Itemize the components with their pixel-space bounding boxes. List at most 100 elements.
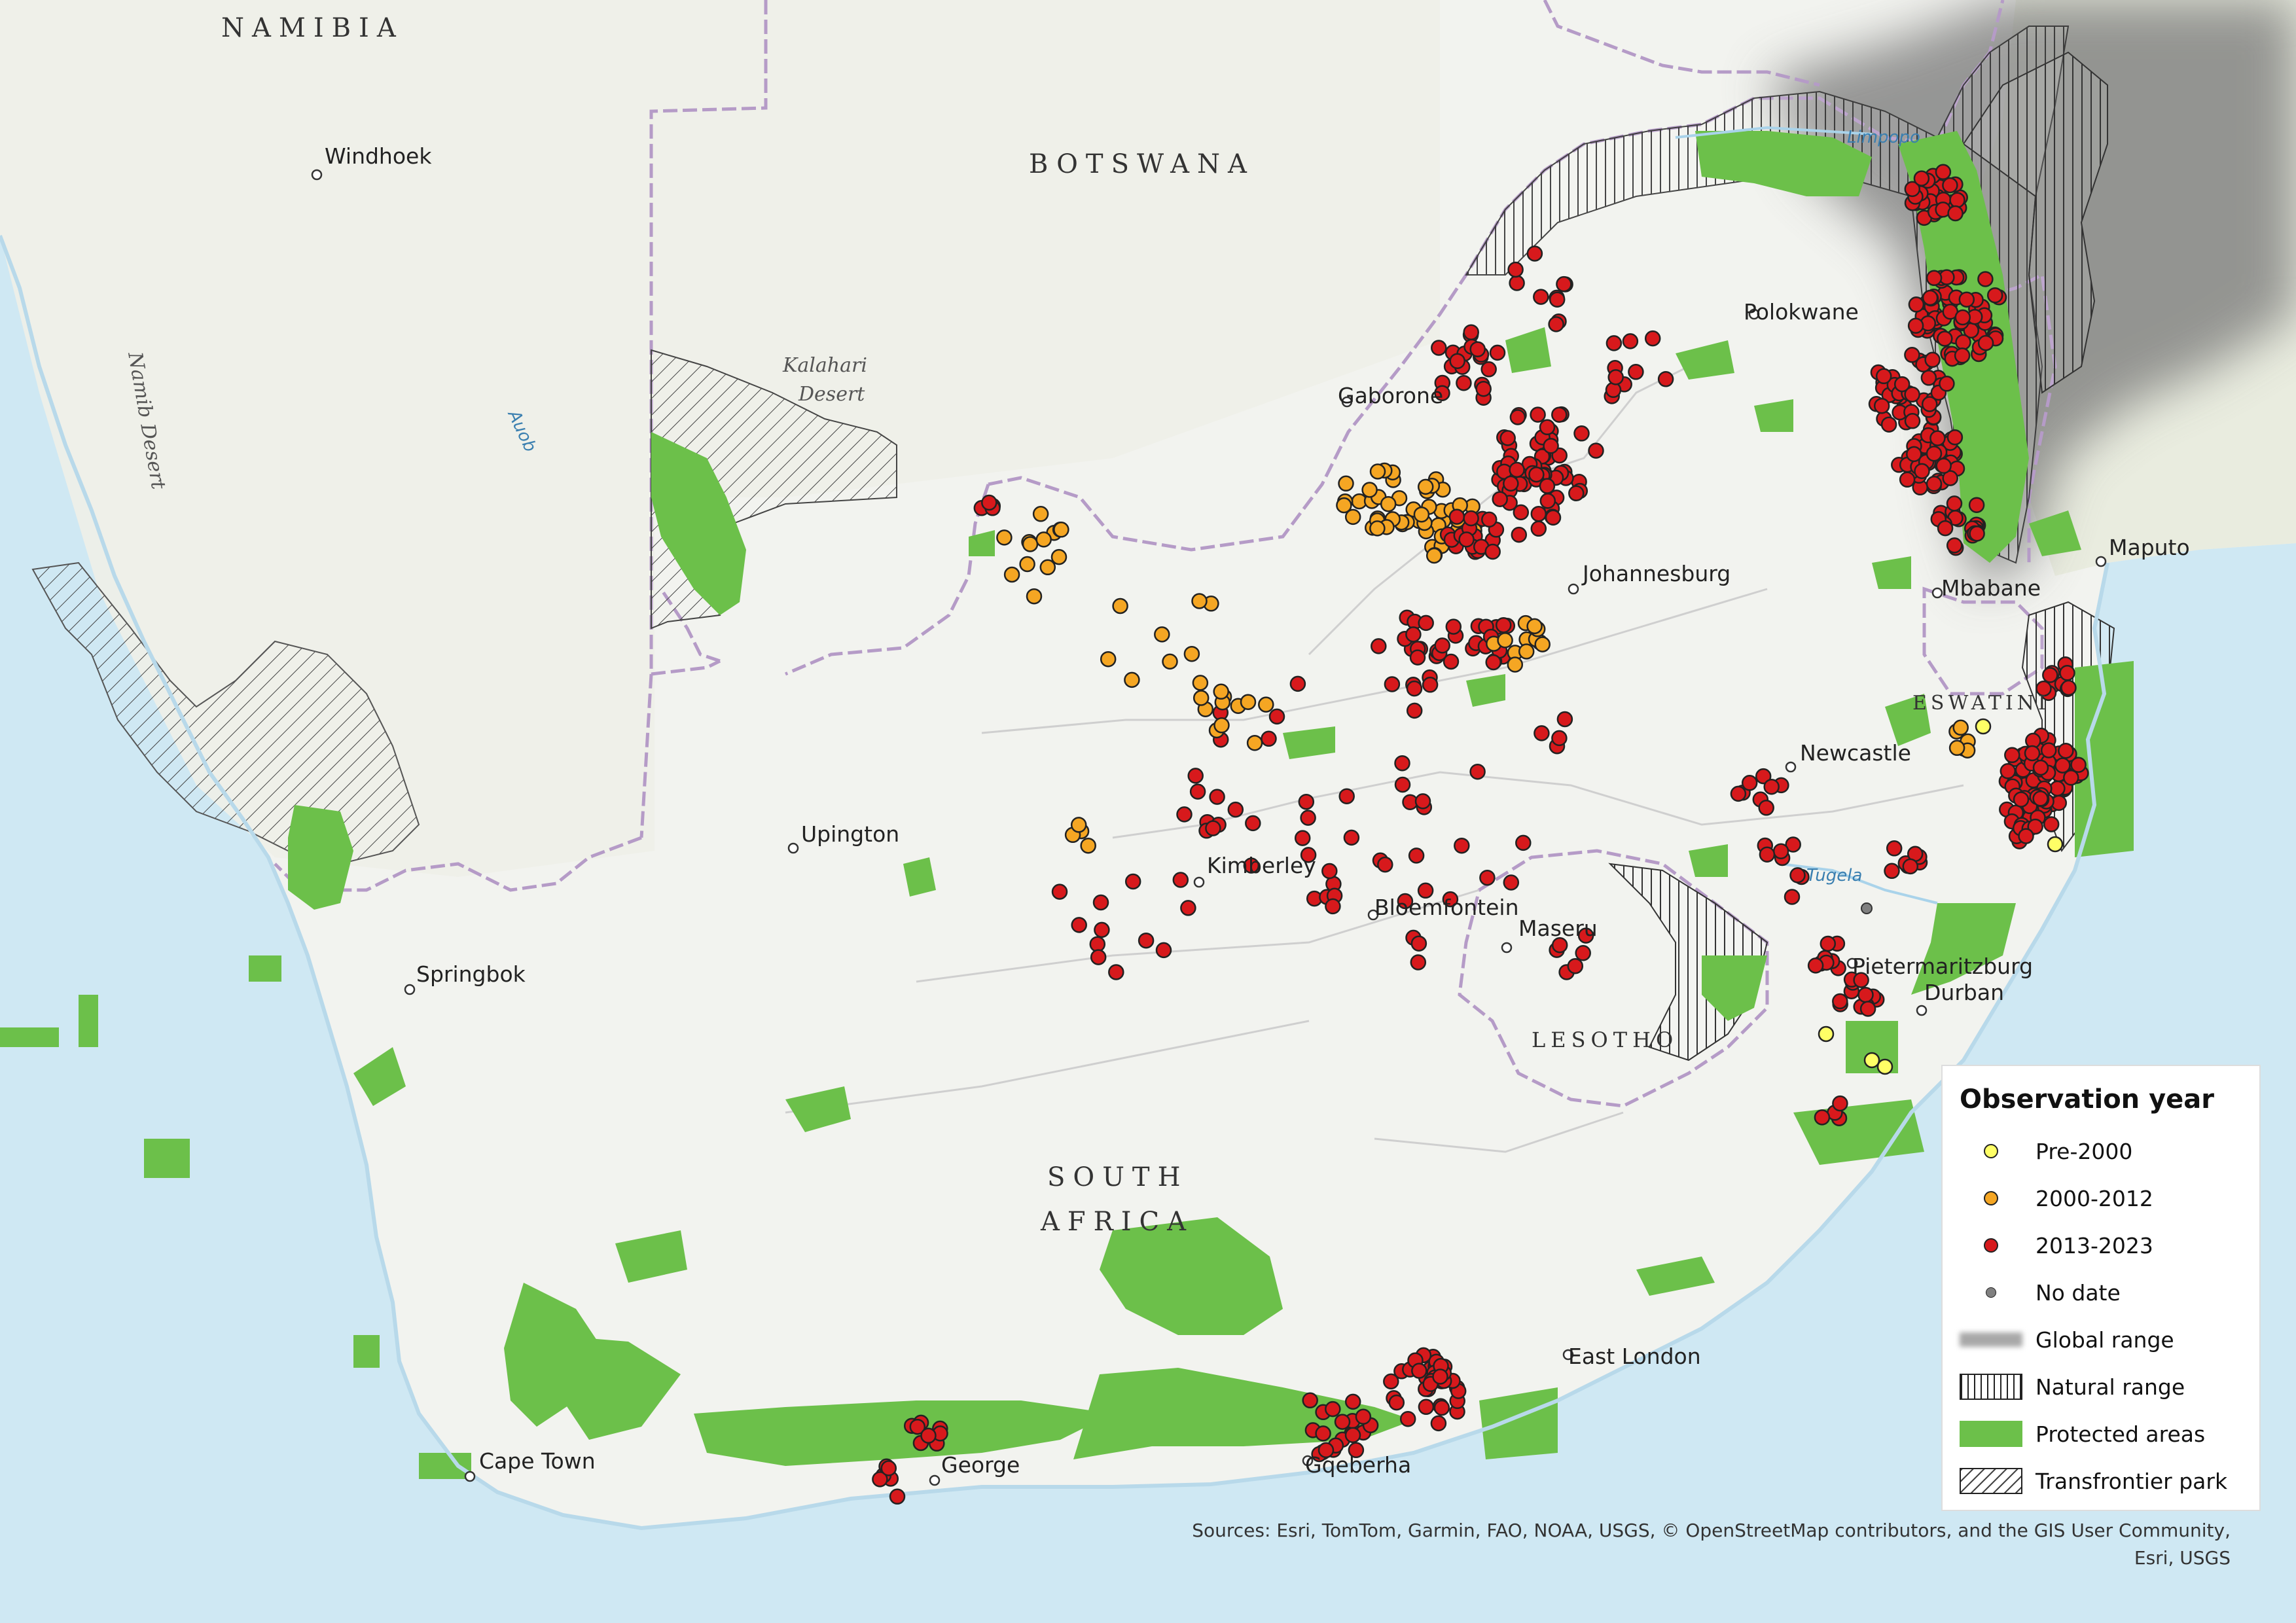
- observation-point: [1162, 653, 1178, 670]
- observation-points: [872, 164, 2089, 1505]
- observation-point: [1530, 406, 1546, 423]
- observation-point: [1414, 793, 1431, 810]
- observation-point: [1434, 385, 1450, 401]
- observation-point: [1644, 330, 1661, 347]
- observation-point: [2043, 816, 2060, 832]
- city-label-gqeberha: Gqeberha: [1305, 1452, 1411, 1478]
- observation-point: [2004, 747, 2020, 764]
- observation-point: [1191, 593, 1208, 609]
- observation-point: [1904, 413, 1921, 429]
- observation-point: [1935, 164, 1952, 181]
- observation-point: [1577, 927, 1594, 944]
- observation-point: [1528, 466, 1545, 483]
- observation-point: [1772, 843, 1789, 859]
- observation-point: [1092, 894, 1109, 911]
- observation-point: [1100, 651, 1117, 668]
- observation-point: [2040, 742, 2057, 758]
- observation-point: [1926, 476, 1943, 492]
- observation-point: [1977, 334, 1994, 351]
- observation-point: [1986, 287, 2003, 304]
- observation-point: [1509, 275, 1525, 291]
- observation-point: [2047, 836, 2064, 853]
- observation-point: [1575, 945, 1591, 961]
- rivers: [1675, 126, 1938, 904]
- observation-point: [872, 1471, 888, 1488]
- observation-point: [1187, 768, 1204, 784]
- observation-point: [1920, 370, 1937, 386]
- observation-point: [2036, 680, 2052, 697]
- observation-point: [1032, 506, 1049, 522]
- country-labels: NAMIBIA BOTSWANA SOUTH AFRICA LESOTHO ES…: [221, 13, 2046, 1237]
- observation-point: [996, 529, 1013, 546]
- observation-point: [1325, 1400, 1341, 1418]
- observation-point: [1408, 847, 1425, 864]
- observation-point: [1338, 475, 1354, 492]
- observation-point: [1924, 351, 1941, 368]
- city-label-kimberley: Kimberley: [1207, 853, 1316, 878]
- city-label-newcastle: Newcastle: [1800, 740, 1911, 766]
- observation-point: [1089, 936, 1106, 952]
- legend-item-pre-2000: Pre-2000: [1960, 1128, 2242, 1175]
- observation-point: [1138, 932, 1155, 949]
- legend-item-2013-2023: 2013-2023: [1960, 1222, 2242, 1269]
- observation-point: [1205, 820, 1221, 836]
- label-kalahari: Kalahari: [782, 354, 867, 377]
- observation-point: [1511, 526, 1528, 543]
- observation-point: [1463, 324, 1479, 340]
- observation-point: [1492, 491, 1508, 507]
- legend-label: Pre-2000: [2036, 1138, 2133, 1164]
- observation-point: [2070, 757, 2087, 773]
- observation-point: [1300, 847, 1317, 863]
- observation-point: [1080, 837, 1096, 854]
- observation-point: [2013, 791, 2030, 808]
- observation-point: [2049, 780, 2066, 797]
- observation-point: [1406, 680, 1423, 697]
- observation-point: [1172, 872, 1189, 888]
- observation-point: [1411, 1363, 1427, 1379]
- observation-point: [1094, 921, 1110, 938]
- observation-point: [1475, 380, 1492, 397]
- city-label-durban: Durban: [1924, 980, 2004, 1005]
- observation-point: [1861, 902, 1873, 914]
- observation-point: [1108, 964, 1124, 980]
- observation-point: [2024, 745, 2041, 762]
- observation-point: [1958, 291, 1975, 308]
- observation-point: [1183, 645, 1200, 662]
- observation-point: [1551, 936, 1568, 954]
- observation-point: [2032, 759, 2049, 776]
- observation-point: [1946, 495, 1963, 512]
- observation-point: [1397, 893, 1414, 910]
- country-label-namibia: NAMIBIA: [221, 13, 404, 43]
- observation-point: [1607, 369, 1624, 385]
- observation-point: [1947, 205, 1964, 222]
- diagonal-hatch-swatch-icon: [1960, 1468, 2022, 1494]
- observation-point: [1832, 1095, 1848, 1112]
- observation-point: [1785, 836, 1801, 853]
- observation-point: [1530, 505, 1547, 522]
- observation-point: [1904, 347, 1920, 363]
- observation-point: [1481, 511, 1498, 528]
- legend-label: Transfrontier park: [2036, 1468, 2228, 1494]
- observation-point: [1534, 636, 1551, 652]
- observation-point: [1298, 793, 1315, 810]
- observation-point: [1876, 1058, 1893, 1075]
- observation-point: [1456, 374, 1472, 391]
- observation-point: [1246, 734, 1263, 751]
- observation-point: [1371, 638, 1387, 654]
- observation-point: [1489, 344, 1506, 361]
- observation-point: [1338, 788, 1355, 804]
- global-range-swatch-icon: [1960, 1332, 2022, 1347]
- observation-point: [1955, 334, 1971, 351]
- observation-point: [1261, 730, 1277, 747]
- observation-point: [1039, 559, 1056, 576]
- observation-point: [1873, 397, 1890, 414]
- observation-point: [1551, 730, 1568, 747]
- observation-point: [1914, 463, 1930, 480]
- observation-point: [1515, 834, 1532, 851]
- country-label-south: SOUTH: [1047, 1162, 1188, 1192]
- observation-point: [1321, 863, 1338, 880]
- observation-point: [1480, 361, 1497, 378]
- observation-point: [1534, 725, 1550, 741]
- observation-point: [1926, 270, 1943, 287]
